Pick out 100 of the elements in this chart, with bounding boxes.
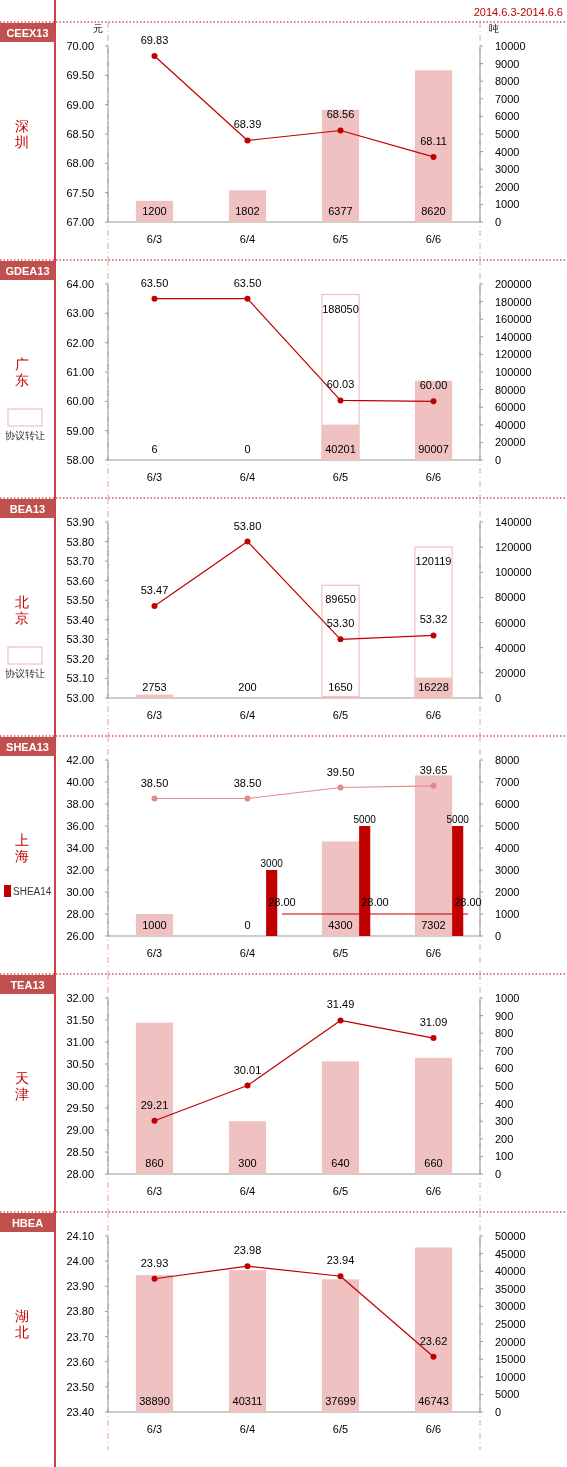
y-tick-label: 23.40 (66, 1406, 94, 1418)
x-tick-label: 6/5 (332, 1185, 349, 1197)
y-tick-label: 30.00 (66, 886, 94, 898)
point (337, 397, 344, 404)
bar (321, 584, 360, 699)
y2-tick-label: 60000 (495, 401, 526, 414)
y2-tick-label: 1000 (495, 198, 520, 211)
y-tick-label: 38.00 (66, 798, 94, 810)
y2-tick-label: 120000 (495, 541, 532, 554)
bar (321, 1279, 360, 1412)
x-tick-label: 6/6 (425, 233, 442, 245)
data-label: 31.49 (326, 998, 355, 1011)
bar (414, 1057, 453, 1174)
y-tick-label: 40.00 (66, 776, 94, 788)
y-tick-label: 23.90 (66, 1280, 94, 1293)
y2-tick-label: 4000 (495, 842, 520, 854)
data-label: 30.01 (233, 1063, 262, 1076)
point (244, 795, 251, 802)
x-tick-label: 6/5 (332, 233, 349, 245)
text: 广东 (15, 356, 29, 388)
y-tick-label: 28.50 (66, 1146, 94, 1158)
y-tick-label: 28.00 (66, 1168, 94, 1180)
point (151, 1117, 158, 1124)
y2-tick-label: 20000 (495, 436, 526, 449)
y-tick-label: 28.00 (66, 908, 94, 920)
y2-tick-label: 40000 (495, 641, 526, 654)
y-tick-label: 53.00 (66, 692, 94, 704)
x-tick-label: 6/3 (146, 233, 163, 245)
y-tick-label: 30.50 (66, 1058, 94, 1070)
data-label: 53.80 (233, 519, 262, 532)
bar (135, 1275, 174, 1412)
y2-tick-label: 140000 (495, 516, 532, 528)
y-tick-label: 23.60 (66, 1355, 94, 1368)
y-tick-label: 63.00 (66, 307, 94, 320)
data-label: 29.21 (140, 1098, 169, 1111)
data-label: 1802 (235, 205, 260, 217)
y2-tick-label: 5000 (495, 820, 520, 832)
data-label: 63.50 (233, 276, 262, 289)
data-label: 188050 (322, 302, 359, 315)
y-tick-label: 61.00 (66, 366, 94, 378)
data-label: 2753 (142, 681, 167, 693)
y-tick-label: 60.00 (66, 395, 94, 408)
y-tick-label: 53.10 (66, 672, 94, 685)
point (430, 1035, 437, 1042)
data-label: 89650 (325, 593, 356, 606)
y2-tick-label: 1000 (495, 908, 520, 920)
y2-tick-label: 120000 (495, 348, 532, 361)
y2-tick-label: 6000 (495, 798, 520, 810)
y-axis-title: 元 (93, 23, 103, 34)
y-tick-label: 69.00 (66, 98, 94, 111)
y2-tick-label: 7000 (495, 92, 520, 105)
data-label: 38890 (139, 1395, 170, 1407)
y-tick-label: 26.00 (66, 930, 94, 942)
y2-tick-label: 0 (495, 216, 502, 228)
data-label: 38.50 (140, 776, 169, 789)
data-label: 69.83 (140, 33, 169, 46)
y2-tick-label: 100 (495, 1150, 514, 1163)
point (244, 538, 251, 545)
y2-tick-label: 1000 (495, 992, 520, 1004)
y2-tick-label: 400 (495, 1097, 514, 1110)
point (151, 295, 158, 302)
data-label: 37699 (325, 1395, 356, 1407)
bar (228, 190, 267, 222)
x-tick-label: 6/3 (146, 947, 163, 959)
y2-tick-label: 5000 (495, 1388, 520, 1401)
y2-tick-label: 6000 (495, 110, 520, 123)
y-tick-label: 53.30 (66, 633, 94, 646)
point (151, 52, 158, 59)
bar (414, 1247, 453, 1412)
point (244, 1263, 251, 1270)
y2-tick-label: 700 (495, 1044, 514, 1057)
y-tick-label: 23.50 (66, 1380, 94, 1393)
y2-tick-label: 15000 (495, 1353, 526, 1366)
y-tick-label: 23.70 (66, 1330, 94, 1343)
x-tick-label: 6/6 (425, 709, 442, 721)
y2-tick-label: 300 (495, 1115, 514, 1128)
data-label: 6377 (328, 205, 353, 217)
y2-tick-label: 25000 (495, 1318, 526, 1330)
y2-tick-label: 30000 (495, 1300, 526, 1313)
data-label: 640 (331, 1157, 350, 1169)
data-label: 1000 (142, 919, 167, 931)
y2-tick-label: 20000 (495, 666, 526, 679)
y2-tick-label: 10000 (495, 1370, 526, 1383)
chart-title: SHEA13 (6, 741, 49, 753)
y2-tick-label: 140000 (495, 330, 532, 343)
y-tick-label: 53.40 (66, 613, 94, 626)
y2-tick-label: 60000 (495, 616, 526, 629)
legend-label: 协议转让 (5, 668, 45, 679)
point (337, 784, 344, 791)
y2-tick-label: 50000 (495, 1230, 526, 1242)
data-label: 6 (151, 443, 158, 455)
y-tick-label: 53.90 (66, 516, 94, 528)
y-tick-label: 53.20 (66, 652, 94, 665)
y2-tick-label: 0 (495, 1168, 502, 1180)
y2-tick-label: 5000 (495, 128, 520, 140)
x-tick-label: 6/5 (332, 471, 349, 483)
data-label: 1200 (142, 205, 167, 217)
point (430, 1353, 437, 1360)
point (151, 1275, 158, 1282)
y2-tick-label: 3000 (495, 163, 520, 176)
